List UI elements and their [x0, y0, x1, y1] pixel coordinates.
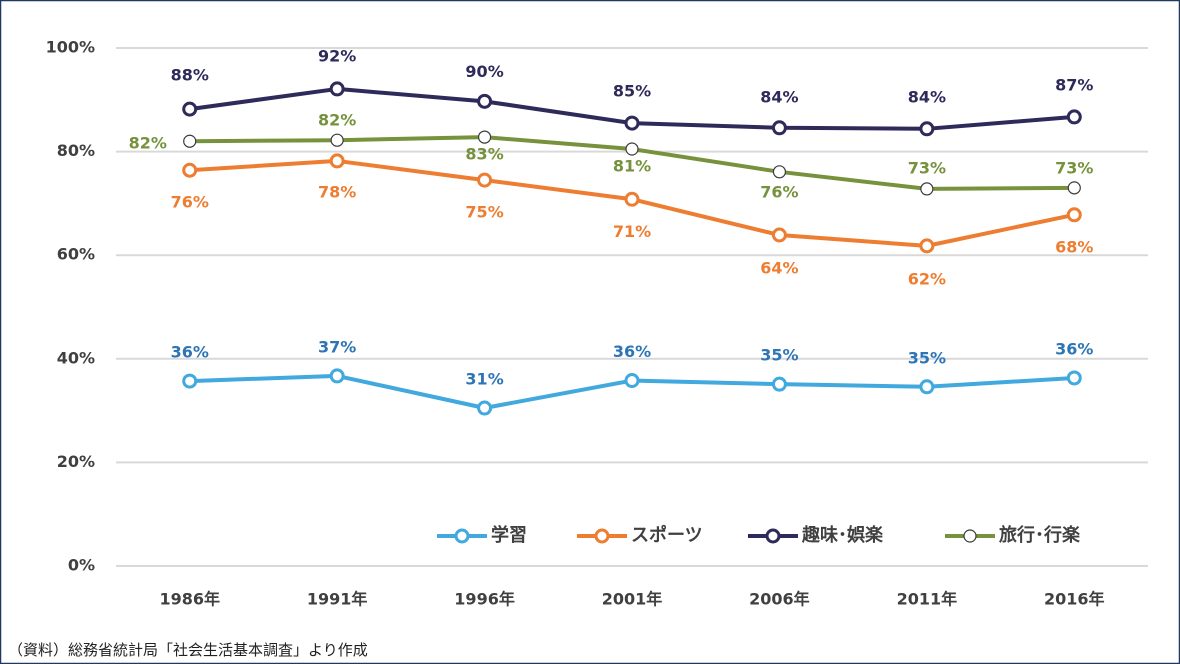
marker — [329, 368, 345, 384]
data-label: 85% — [613, 82, 651, 101]
x-tick-label: 1996年 — [454, 590, 515, 609]
marker — [329, 81, 345, 97]
marker — [183, 134, 197, 148]
marker — [771, 120, 787, 136]
y-tick-label: 40% — [57, 348, 95, 367]
y-tick-label: 60% — [57, 245, 95, 264]
marker — [182, 373, 198, 389]
data-label: 75% — [465, 203, 503, 222]
data-label: 64% — [760, 258, 798, 277]
data-label: 84% — [760, 87, 798, 106]
data-label: 88% — [171, 66, 209, 85]
marker — [329, 153, 345, 169]
legend-marker — [963, 529, 977, 543]
marker — [1067, 181, 1081, 195]
x-tick-label: 2006年 — [749, 590, 810, 609]
data-label: 36% — [171, 343, 209, 362]
data-label: 35% — [760, 346, 798, 365]
x-tick-label: 2016年 — [1044, 590, 1105, 609]
marker — [919, 121, 935, 137]
legend-label: 旅行･行楽 — [999, 524, 1081, 546]
legend-label: 学習 — [491, 524, 527, 546]
data-label: 36% — [1055, 339, 1093, 358]
legend-marker — [765, 528, 781, 544]
data-label: 68% — [1055, 237, 1093, 256]
marker — [919, 238, 935, 254]
data-label: 71% — [613, 222, 651, 241]
marker — [1066, 207, 1082, 223]
data-label: 78% — [318, 182, 356, 201]
y-tick-label: 0% — [68, 556, 95, 575]
data-label: 81% — [613, 157, 651, 176]
data-label: 76% — [171, 193, 209, 212]
y-tick-label: 100% — [46, 38, 95, 57]
marker — [330, 133, 344, 147]
marker — [771, 227, 787, 243]
legend-marker — [454, 528, 470, 544]
data-label: 82% — [318, 111, 356, 130]
legend-marker — [594, 528, 610, 544]
x-tick-label: 1986年 — [159, 590, 220, 609]
marker — [625, 142, 639, 156]
source-note: （資料）総務省統計局「社会生活基本調査」より作成 — [8, 641, 368, 659]
data-label: 73% — [1055, 158, 1093, 177]
data-label: 62% — [908, 269, 946, 288]
marker — [477, 172, 493, 188]
x-tick-label: 2001年 — [602, 590, 663, 609]
marker — [624, 191, 640, 207]
data-label: 92% — [318, 46, 356, 65]
marker — [624, 115, 640, 131]
marker — [1066, 370, 1082, 386]
data-label: 76% — [760, 182, 798, 201]
marker — [182, 101, 198, 117]
data-label: 84% — [908, 87, 946, 106]
marker — [182, 162, 198, 178]
legend-label: スポーツ — [631, 524, 703, 546]
data-label: 83% — [465, 145, 503, 164]
x-tick-label: 2011年 — [897, 590, 958, 609]
marker — [1066, 109, 1082, 125]
marker — [920, 182, 934, 196]
x-tick-label: 1991年 — [307, 590, 368, 609]
data-label: 87% — [1055, 75, 1093, 94]
data-label: 90% — [465, 62, 503, 81]
marker — [919, 379, 935, 395]
y-tick-label: 80% — [57, 141, 95, 160]
data-label: 35% — [908, 348, 946, 367]
marker — [771, 376, 787, 392]
data-label: 82% — [129, 134, 167, 153]
data-label: 73% — [908, 158, 946, 177]
data-label: 37% — [318, 337, 356, 356]
marker — [477, 130, 492, 144]
legend-label: 趣味･娯楽 — [801, 524, 884, 546]
data-label: 31% — [465, 370, 503, 389]
y-tick-label: 20% — [57, 452, 95, 471]
marker — [772, 165, 787, 179]
marker — [624, 373, 640, 389]
marker — [477, 93, 493, 109]
marker — [477, 400, 493, 416]
data-label: 36% — [613, 342, 651, 361]
